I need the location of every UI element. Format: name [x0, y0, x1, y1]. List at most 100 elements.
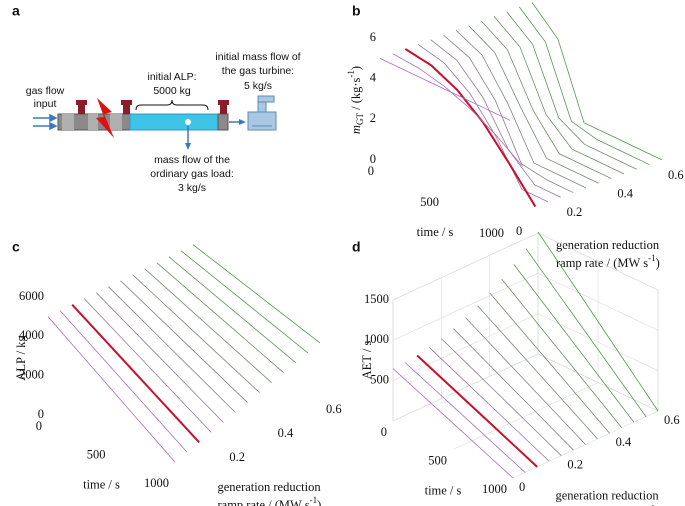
input-text: input [34, 98, 57, 110]
load-text: ordinary gas load: [150, 168, 233, 180]
series-line [59, 310, 188, 453]
chart: b 0 2 4 6 0 500 1000 0 0.2 0.4 0.6 time / s generatio… [346, 2, 684, 270]
y-axis-title-part: ) [317, 498, 321, 506]
chart: d 500 1000 1500 0 500 1000 0 0.2 0.4 0.6 time / s ge… [352, 231, 680, 506]
series-line [144, 268, 272, 383]
x-tick-label: 0 [368, 164, 374, 178]
z-tick-label: 2000 [19, 368, 44, 382]
x-tick-label: 500 [420, 195, 439, 209]
panel-letter: b [352, 3, 361, 19]
x-axis-title: time / s [425, 483, 462, 497]
alp-text: initial ALP: [147, 71, 196, 83]
grid-line [392, 233, 539, 422]
x-tick-label: 1000 [479, 226, 504, 240]
series-line [519, 6, 650, 165]
z-tick-label: 4 [370, 71, 377, 85]
diagram: a gas flow input initial ALP: 5000 kg in… [12, 3, 301, 194]
panel-letter: a [12, 3, 20, 19]
x-tick-label: 0 [381, 425, 387, 439]
series-line [120, 280, 248, 403]
y-axis-title-sup: -1 [648, 504, 656, 506]
y-tick-label: 0.4 [616, 435, 632, 449]
z-tick-label: 6 [370, 30, 376, 44]
series-line [96, 292, 224, 423]
series-line [453, 328, 574, 451]
grid-line [452, 261, 599, 450]
z-tick-label: 4000 [19, 328, 44, 342]
series-line [465, 317, 586, 445]
load-text: mass flow of the [154, 154, 230, 166]
y-axis-title: generation reduction [556, 488, 660, 502]
series-line [392, 368, 514, 479]
panel-letter: c [12, 239, 20, 255]
y-tick-label: 0.4 [278, 426, 294, 440]
z-tick-label: 0 [38, 407, 44, 421]
series-line [441, 338, 562, 456]
z-tick-label: 6000 [19, 289, 44, 303]
series-line [71, 303, 200, 443]
z-axis-title: ALP / kg [14, 335, 28, 381]
series-line [430, 39, 561, 198]
z-tick-label: 500 [370, 373, 389, 387]
y-tick-label: 0 [519, 480, 525, 494]
x-tick-label: 0 [36, 419, 42, 433]
panel-letter: d [352, 239, 361, 255]
series-line [47, 316, 176, 463]
series-line [379, 57, 511, 121]
z-tick-label: 0 [370, 152, 376, 166]
series-line [404, 362, 526, 473]
y-axis-title-sup: -1 [648, 253, 656, 263]
turbine-icon [247, 95, 277, 131]
series-line [416, 354, 538, 468]
x-axis-title: time / s [417, 225, 454, 239]
alp-text: 5000 kg [153, 85, 191, 97]
x-tick-label: 500 [428, 453, 447, 467]
y-axis-title-part: ramp rate / (MW s [218, 498, 310, 506]
z-axis-title-sub: GT [355, 113, 365, 125]
series-line [506, 11, 637, 170]
z-axis-title-part: / (kg·s [349, 77, 363, 113]
x-tick-label: 1000 [482, 482, 507, 496]
series-line [537, 231, 659, 412]
y-axis-title-part: ramp rate / (MW s [556, 256, 648, 270]
series-line [443, 34, 574, 193]
series-line [83, 298, 212, 433]
z-tick-label: 2 [370, 111, 376, 125]
z-axis-title: AET / s [360, 341, 374, 380]
series-line [489, 292, 610, 434]
y-tick-label: 0.6 [664, 413, 680, 427]
series-line [493, 16, 625, 175]
grid-line [512, 290, 659, 479]
load-text: 3 kg/s [178, 182, 206, 194]
input-arrows [33, 113, 58, 131]
series-line [481, 20, 612, 179]
series-line [132, 274, 260, 393]
y-axis-title: generation reduction [218, 480, 322, 494]
chart: c 0 2000 4000 6000 0 500 1000 0.2 0.4 0.6 time / s g… [12, 239, 342, 506]
turbine-text: 5 kg/s [244, 80, 272, 92]
series-line [468, 25, 599, 184]
x-tick-label: 500 [87, 447, 106, 461]
y-axis-title-sup: -1 [310, 495, 318, 505]
series-line [168, 256, 297, 364]
y-axis-title: generation reduction [556, 238, 660, 252]
y-tick-label: 0.4 [617, 187, 633, 201]
y-tick-label: 0 [516, 224, 522, 238]
z-axis-title-part: AET / s [360, 341, 374, 380]
x-tick-label: 1000 [144, 476, 169, 490]
series-line [525, 248, 647, 417]
series-line [477, 305, 598, 440]
z-axis-title-part: ALP / kg [14, 335, 28, 381]
y-tick-label: 0.6 [326, 402, 342, 416]
z-axis-title-sup: -1 [346, 70, 356, 78]
pipe [57, 98, 246, 150]
y-axis-title: ramp rate / (MW s-1) [218, 495, 322, 506]
series-line [531, 2, 663, 161]
series-line [156, 262, 285, 374]
input-text: gas flow [26, 85, 65, 97]
y-tick-label: 0.2 [229, 450, 245, 464]
series-line [404, 48, 537, 208]
z-axis-title-part: ) [349, 66, 363, 70]
series-line [192, 244, 321, 344]
